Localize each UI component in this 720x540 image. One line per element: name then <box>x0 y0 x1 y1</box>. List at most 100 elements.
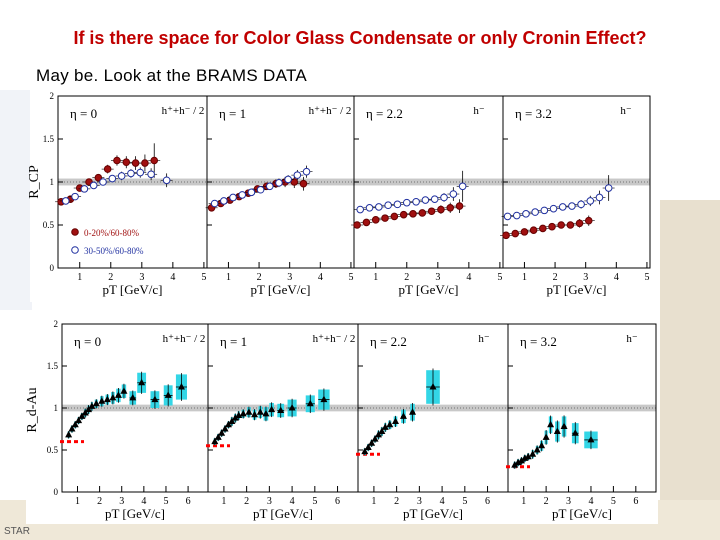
x-tick-label: 3 <box>287 272 292 283</box>
data-point <box>520 228 529 236</box>
data-point <box>239 409 247 417</box>
x-tick-label: 2 <box>544 496 549 507</box>
x-tick-label: 1 <box>521 496 526 507</box>
x-tick-label: 3 <box>417 496 422 507</box>
eta-label: η = 2.2 <box>366 106 403 121</box>
data-point <box>147 170 155 179</box>
data-point <box>218 429 226 436</box>
data-point <box>127 169 135 178</box>
data-point <box>353 221 361 229</box>
y-tick-label: 0 <box>50 263 55 273</box>
data-point <box>177 383 185 390</box>
data-point <box>75 416 83 424</box>
data-point <box>412 197 420 206</box>
x-tick-label: 1 <box>371 496 376 507</box>
data-point <box>449 190 458 198</box>
data-point <box>141 159 149 167</box>
data-point <box>511 461 519 468</box>
x-tick-label: 5 <box>201 272 206 283</box>
data-point <box>61 197 70 205</box>
data-point <box>284 175 292 184</box>
y-tick-label: 1.5 <box>47 361 59 371</box>
y-tick-label: 0.5 <box>43 220 55 230</box>
y-tick-label: 1 <box>54 403 59 413</box>
legend: 0-20%/60-80% 30-50%/60-80% <box>71 228 144 256</box>
charge-label: h⁻ <box>626 333 638 345</box>
data-point <box>98 397 106 404</box>
data-point <box>421 196 430 204</box>
data-point <box>114 391 122 398</box>
data-point <box>595 193 604 202</box>
x-tick-label: 2 <box>404 272 409 283</box>
data-point <box>210 199 219 208</box>
data-point <box>299 179 308 188</box>
data-point <box>399 412 407 419</box>
series-central <box>55 143 161 206</box>
data-point <box>162 176 171 185</box>
x-tick-label: 4 <box>440 496 445 507</box>
rcp-panel-2: 1 2 3 4 5 η = 1 h⁺+h⁻ / 2 pT [GeV/c] <box>205 95 355 297</box>
x-tick-label: 2 <box>108 272 113 283</box>
data-point <box>256 185 265 194</box>
rcp-panel-4: 1 2 3 4 5 η = 3.2 h⁻ pT [GeV/c] <box>500 95 651 297</box>
data-point <box>529 450 537 457</box>
data-point <box>108 174 117 183</box>
x-axis-label: pT [GeV/c] <box>403 506 463 521</box>
data-point <box>517 456 525 464</box>
data-point <box>247 188 256 197</box>
data-point <box>362 218 371 227</box>
data-point <box>371 435 379 442</box>
data-point <box>547 420 555 428</box>
legend-label-semicentral: 30-50%/60-80% <box>84 246 144 256</box>
x-tick-label: 6 <box>186 496 191 507</box>
x-tick-label: 4 <box>466 272 471 283</box>
x-tick-label: 1 <box>522 272 527 283</box>
data-point <box>548 222 556 231</box>
data-point <box>364 443 372 450</box>
data-point <box>378 427 386 435</box>
data-point <box>361 447 369 455</box>
data-point <box>275 179 283 187</box>
data-point <box>288 404 296 411</box>
systematic-band <box>58 178 207 186</box>
x-tick-label: 4 <box>170 272 175 283</box>
rdau-panel-3: 1 2 3 4 5 6 η = 2.2 h⁻ pT [GeV/c] <box>356 323 509 521</box>
data-point <box>136 168 145 177</box>
data-point <box>78 412 86 419</box>
data-point <box>384 201 392 210</box>
x-tick-label: 2 <box>394 496 399 507</box>
rdau-figure-background <box>26 310 658 524</box>
x-axis-label: pT [GeV/c] <box>552 506 612 521</box>
data-point <box>262 409 270 417</box>
systematic-band <box>503 178 650 186</box>
charge-label: h⁻ <box>473 105 485 117</box>
x-axis-label: pT [GeV/c] <box>398 282 458 297</box>
data-point <box>151 395 159 403</box>
data-point <box>238 191 247 199</box>
data-point <box>368 439 376 446</box>
data-point <box>71 420 79 428</box>
data-point <box>402 198 411 207</box>
data-point <box>122 158 131 167</box>
data-point <box>88 402 96 409</box>
x-tick-label: 1 <box>77 272 82 283</box>
data-point <box>103 165 112 173</box>
y-axis-label: R_d-Au <box>25 387 40 432</box>
data-point <box>586 197 595 205</box>
data-point <box>251 410 259 418</box>
x-tick-label: 5 <box>611 496 616 507</box>
data-point <box>430 195 439 203</box>
data-point <box>514 458 522 466</box>
y-tick-label: 2 <box>50 91 55 101</box>
data-point <box>392 417 399 424</box>
x-tick-label: 2 <box>553 272 558 283</box>
data-point <box>120 387 128 394</box>
series-semicentral <box>501 175 615 221</box>
data-point <box>65 430 73 438</box>
data-point <box>290 178 299 186</box>
data-point <box>409 210 417 218</box>
data-point <box>113 156 121 165</box>
charge-label: h⁺+h⁻ / 2 <box>162 105 205 117</box>
data-point <box>440 193 448 202</box>
rcp-panel-1: 1 2 3 4 5 0 0.5 1 1.5 2 η = 0 h⁺+h⁻ / 2 pT [GeV/c] 0-… <box>43 91 208 297</box>
